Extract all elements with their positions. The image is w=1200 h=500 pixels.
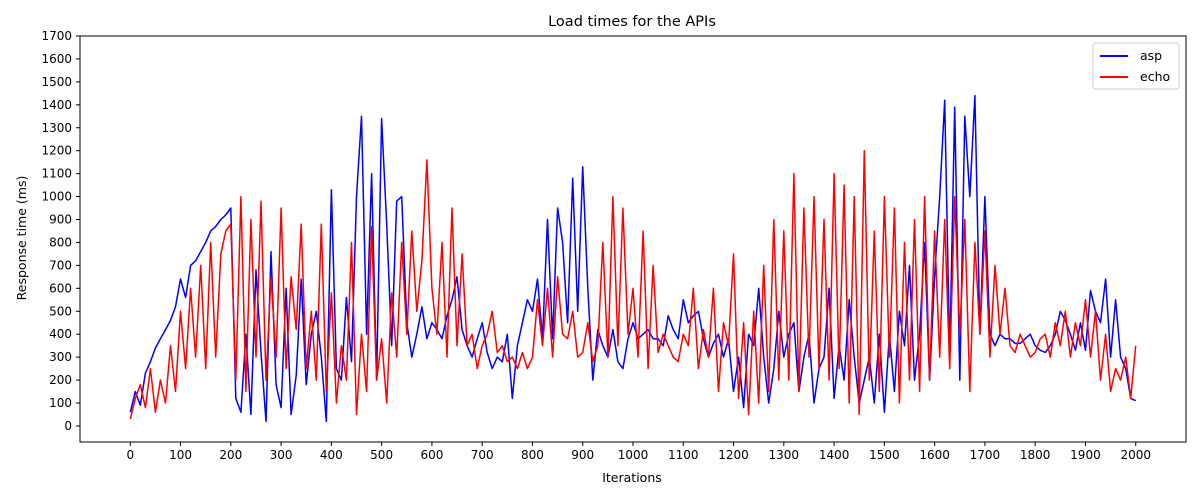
- y-tick-label: 600: [49, 281, 72, 295]
- y-tick-label: 300: [49, 350, 72, 364]
- y-tick-label: 0: [64, 419, 72, 433]
- y-tick-label: 1000: [41, 190, 72, 204]
- y-tick-label: 1500: [41, 75, 72, 89]
- y-tick-label: 1400: [41, 98, 72, 112]
- chart-title: Load times for the APIs: [548, 14, 716, 30]
- y-axis: 0 100 200 300 400 500 600 700 800 900 1000 1100 1200…: [41, 29, 80, 433]
- y-tick-label: 900: [49, 213, 72, 227]
- x-tick-label: 1600: [919, 448, 950, 462]
- x-tick-label: 1500: [869, 448, 900, 462]
- series-layer: [129, 94, 1137, 423]
- x-axis: 0 100 200 300 400 500 600 700 800 900 1000 1100 1200…: [126, 442, 1151, 462]
- x-tick-label: 400: [320, 448, 343, 462]
- x-tick-label: 1300: [769, 448, 800, 462]
- x-tick-label: 0: [126, 448, 134, 462]
- y-tick-label: 1200: [41, 144, 72, 158]
- x-tick-label: 800: [521, 448, 544, 462]
- legend-label-asp: asp: [1140, 48, 1162, 63]
- x-tick-label: 2000: [1120, 448, 1151, 462]
- x-tick-label: 1400: [819, 448, 850, 462]
- y-tick-label: 500: [49, 304, 72, 318]
- y-tick-label: 200: [49, 373, 72, 387]
- x-axis-label: Iterations: [602, 470, 662, 485]
- x-tick-label: 1900: [1070, 448, 1101, 462]
- x-tick-label: 1000: [618, 448, 649, 462]
- y-tick-label: 1100: [41, 167, 72, 181]
- x-tick-label: 600: [420, 448, 443, 462]
- y-tick-label: 400: [49, 327, 72, 341]
- y-tick-label: 100: [49, 396, 72, 410]
- x-tick-label: 900: [571, 448, 594, 462]
- x-tick-label: 1100: [668, 448, 699, 462]
- y-tick-label: 1600: [41, 52, 72, 66]
- x-tick-label: 500: [370, 448, 393, 462]
- y-tick-label: 800: [49, 235, 72, 249]
- series-line-echo: [129, 149, 1137, 420]
- x-tick-label: 1700: [970, 448, 1001, 462]
- legend: asp echo: [1092, 42, 1180, 90]
- y-axis-label: Response time (ms): [14, 176, 29, 301]
- x-tick-label: 1200: [718, 448, 749, 462]
- plot-area: [129, 94, 1137, 423]
- x-tick-label: 1800: [1020, 448, 1051, 462]
- series-line-asp: [129, 94, 1137, 423]
- x-tick-label: 300: [270, 448, 293, 462]
- x-tick-label: 200: [219, 448, 242, 462]
- x-tick-label: 100: [169, 448, 192, 462]
- y-tick-label: 700: [49, 258, 72, 272]
- y-tick-label: 1300: [41, 121, 72, 135]
- legend-label-echo: echo: [1140, 69, 1170, 84]
- y-tick-label: 1700: [41, 29, 72, 43]
- x-tick-label: 700: [471, 448, 494, 462]
